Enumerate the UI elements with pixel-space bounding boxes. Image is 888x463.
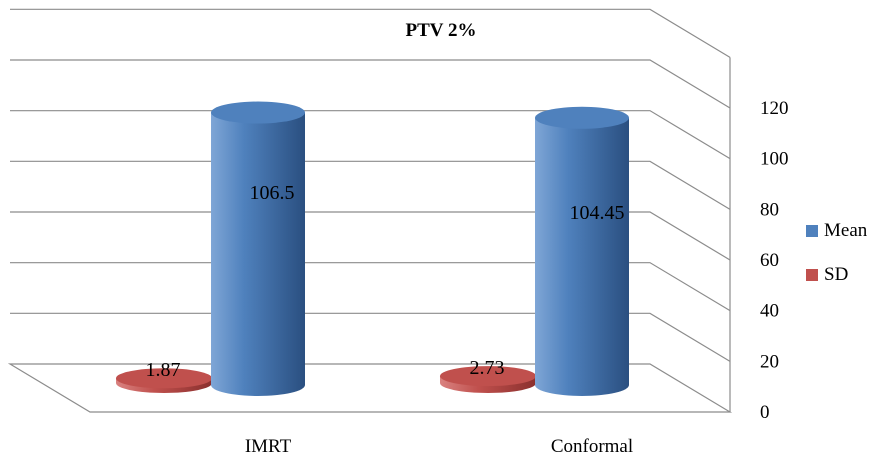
mean-bar — [211, 101, 305, 396]
legend-label: Mean — [824, 220, 868, 241]
mean-bar-top — [535, 106, 629, 129]
sd-bar — [116, 368, 212, 393]
y-tick-label: 20 — [760, 351, 779, 372]
data-label: 1.87 — [146, 359, 181, 381]
bars — [116, 101, 629, 397]
x-category-label: IMRT — [245, 436, 292, 457]
mean-bar-body — [211, 112, 305, 396]
gridline — [10, 8, 731, 58]
data-label: 2.73 — [470, 357, 505, 379]
legend-swatch — [806, 225, 818, 237]
sd-bar-top — [440, 366, 536, 387]
data-labels: 106.5 1.87 104.45 2.73 — [146, 182, 625, 381]
legend-label: SD — [824, 264, 848, 285]
y-tick-label: 0 — [760, 402, 770, 423]
mean-bar-body — [535, 117, 629, 397]
sd-bar-top — [116, 368, 212, 389]
y-tick-label: 60 — [760, 250, 779, 271]
mean-bar-top — [211, 101, 305, 124]
y-tick-label: 40 — [760, 301, 779, 322]
mean-bar — [535, 106, 629, 397]
data-label: 104.45 — [570, 202, 625, 224]
x-category-label: Conformal — [551, 436, 633, 457]
chart-title: PTV 2% — [406, 20, 477, 41]
sd-bar — [440, 366, 536, 393]
y-tick-label: 100 — [760, 149, 789, 170]
y-tick-label: 120 — [760, 98, 789, 119]
x-axis-categories: IMRT Conformal — [245, 436, 633, 457]
legend-swatch — [806, 269, 818, 281]
y-axis-ticks: 0 20 40 60 80 100 120 — [760, 98, 789, 423]
legend: Mean SD — [806, 220, 868, 285]
gridline — [10, 59, 731, 109]
y-tick-label: 80 — [760, 199, 779, 220]
data-label: 106.5 — [250, 182, 295, 204]
